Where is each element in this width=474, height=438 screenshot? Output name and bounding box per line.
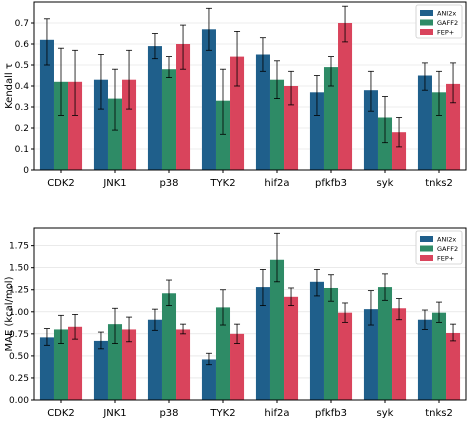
bar-gaff2-tyk2 bbox=[215, 100, 231, 170]
x-tick-label: syk bbox=[377, 408, 394, 419]
y-axis-label: Kendall τ bbox=[4, 63, 15, 109]
bar-ani2x-hif2a bbox=[255, 287, 270, 400]
legend-swatch bbox=[420, 29, 433, 35]
legend-label: GAFF2 bbox=[437, 245, 458, 253]
y-tick-label: 1.50 bbox=[9, 264, 29, 274]
legend-swatch bbox=[420, 19, 433, 26]
y-tick-label: 0.1 bbox=[15, 145, 29, 155]
bar-gaff2-cdk2 bbox=[53, 329, 69, 400]
x-tick-label: TYK2 bbox=[209, 408, 235, 419]
x-tick-label: JNK1 bbox=[102, 408, 126, 419]
kendall-tau-chart: 0 0.1 0.2 0.3 0.4 0.5 0.6 0.7 CDK2 JNK1 p38 TYK2 hif… bbox=[4, 1, 467, 189]
bar-gaff2-tnks2 bbox=[431, 312, 447, 400]
legend-label: ANI2x bbox=[437, 236, 456, 244]
plot-frame bbox=[33, 227, 467, 401]
bar-gaff2-syk bbox=[377, 117, 393, 170]
mae-chart: 0.00 0.25 0.50 0.75 1.00 1.25 1.50 1.75 CDK2 JNK1… bbox=[4, 227, 467, 419]
y-tick-label: 0.7 bbox=[15, 19, 29, 29]
bar-ani2x-pfkfb3 bbox=[309, 281, 324, 400]
bar-fep-tyk2 bbox=[230, 333, 245, 400]
x-tick-label: hif2a bbox=[264, 408, 289, 419]
bar-fep-pfkfb3 bbox=[338, 312, 353, 400]
y-tick-label: 0.50 bbox=[9, 352, 29, 362]
y-tick-label: 0.4 bbox=[15, 82, 30, 92]
bar-fep-syk bbox=[392, 308, 407, 400]
x-tick-label: tnks2 bbox=[425, 408, 453, 419]
bar-ani2x-p38 bbox=[147, 46, 162, 170]
bar-fep-cdk2 bbox=[68, 81, 83, 170]
y-tick-label: 0.6 bbox=[15, 40, 30, 50]
x-tick-label: pfkfb3 bbox=[315, 178, 347, 189]
legend-swatch bbox=[420, 255, 433, 261]
y-tick-label: 0.00 bbox=[9, 396, 29, 406]
legend-swatch bbox=[420, 10, 433, 16]
y-tick-label: 1.00 bbox=[9, 308, 29, 318]
x-tick-label: TYK2 bbox=[209, 178, 235, 189]
bar-ani2x-jnk1 bbox=[93, 79, 108, 170]
bar-gaff2-cdk2 bbox=[53, 81, 69, 170]
y-tick-label: 1.75 bbox=[9, 242, 29, 252]
y-tick-label: 0.75 bbox=[9, 330, 29, 340]
bar-fep-tyk2 bbox=[230, 56, 245, 170]
y-tick-label: 0.2 bbox=[15, 124, 29, 134]
bar-gaff2-pfkfb3 bbox=[323, 287, 339, 400]
bar-ani2x-syk bbox=[363, 309, 378, 400]
y-tick-label: 0.3 bbox=[15, 103, 29, 113]
legend-label: GAFF2 bbox=[437, 19, 458, 27]
legend-label: FEP+ bbox=[437, 255, 454, 263]
x-tick-label: JNK1 bbox=[102, 178, 126, 189]
bar-ani2x-tnks2 bbox=[417, 75, 432, 170]
bar-gaff2-p38 bbox=[161, 293, 177, 400]
bar-ani2x-tnks2 bbox=[417, 319, 432, 400]
legend-swatch bbox=[420, 245, 433, 252]
bar-ani2x-cdk2 bbox=[39, 337, 54, 400]
bar-ani2x-tyk2 bbox=[201, 29, 216, 170]
bar-gaff2-jnk1 bbox=[107, 98, 123, 170]
bar-fep-hif2a bbox=[284, 296, 299, 400]
bar-ani2x-syk bbox=[363, 90, 378, 170]
bar-gaff2-tnks2 bbox=[431, 92, 447, 170]
bar-ani2x-hif2a bbox=[255, 54, 270, 170]
bar-fep-jnk1 bbox=[122, 79, 137, 170]
bar-ani2x-pfkfb3 bbox=[309, 92, 324, 170]
bar-fep-p38 bbox=[176, 329, 191, 400]
bar-gaff2-pfkfb3 bbox=[323, 67, 339, 170]
bar-gaff2-syk bbox=[377, 287, 393, 400]
y-tick-label: 0.5 bbox=[15, 61, 29, 71]
bar-ani2x-p38 bbox=[147, 319, 162, 400]
bar-gaff2-hif2a bbox=[269, 79, 285, 170]
bar-fep-pfkfb3 bbox=[338, 23, 353, 170]
y-axis-label: MAE (kcal/mol) bbox=[4, 276, 15, 351]
bar-fep-p38 bbox=[176, 44, 191, 170]
x-tick-label: CDK2 bbox=[47, 178, 75, 189]
bar-gaff2-jnk1 bbox=[107, 324, 123, 400]
legend-swatch bbox=[420, 236, 433, 242]
bar-gaff2-p38 bbox=[161, 69, 177, 170]
x-tick-label: p38 bbox=[159, 408, 178, 419]
x-tick-label: p38 bbox=[159, 178, 178, 189]
bar-ani2x-jnk1 bbox=[93, 340, 108, 400]
bar-fep-tnks2 bbox=[446, 332, 461, 400]
legend-label: FEP+ bbox=[437, 29, 454, 37]
x-tick-label: CDK2 bbox=[47, 408, 75, 419]
legend-label: ANI2x bbox=[437, 10, 456, 18]
bar-gaff2-hif2a bbox=[269, 259, 285, 400]
x-tick-label: hif2a bbox=[264, 178, 289, 189]
y-tick-label: 0 bbox=[23, 166, 29, 176]
x-tick-label: tnks2 bbox=[425, 178, 453, 189]
bar-gaff2-tyk2 bbox=[215, 307, 231, 400]
y-tick-label: 0.25 bbox=[9, 374, 29, 384]
bar-ani2x-tyk2 bbox=[201, 359, 216, 400]
y-tick-label: 1.25 bbox=[9, 286, 29, 296]
bar-fep-cdk2 bbox=[68, 326, 83, 400]
bar-fep-tnks2 bbox=[446, 83, 461, 170]
x-tick-label: syk bbox=[377, 178, 394, 189]
x-tick-label: pfkfb3 bbox=[315, 408, 347, 419]
bar-fep-hif2a bbox=[284, 86, 299, 170]
bar-fep-jnk1 bbox=[122, 329, 137, 400]
bar-ani2x-cdk2 bbox=[39, 39, 54, 170]
bar-fep-syk bbox=[392, 132, 407, 170]
plot-frame bbox=[33, 1, 467, 171]
